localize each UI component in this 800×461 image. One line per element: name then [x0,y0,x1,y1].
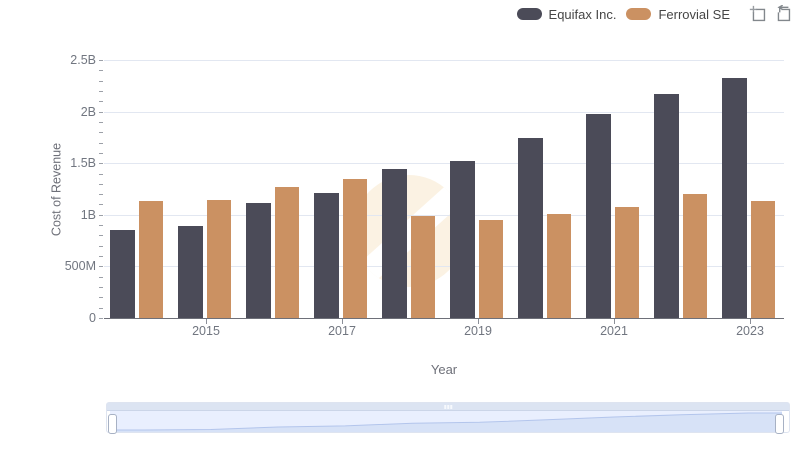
y-axis-tick [99,276,103,278]
range-slider-data-shadow [110,412,782,432]
y-axis-tick [99,152,103,154]
bar-ferrovial-se-2015[interactable] [206,200,231,318]
y-axis-tick [99,194,103,196]
range-slider-track[interactable] [107,403,789,411]
y-axis-tick [99,80,103,82]
bar-ferrovial-se-2022[interactable] [682,194,707,318]
bar-equifax-inc--2016[interactable] [245,203,271,318]
legend-item-equifax-inc-[interactable]: Equifax Inc. [516,6,617,22]
range-slider-left-handle[interactable] [108,414,117,434]
x-axis-tick [614,319,615,324]
x-axis-tick-label: 2015 [192,324,220,338]
y-axis-tick-label: 1B [80,207,96,222]
bar-ferrovial-se-2023[interactable] [750,201,775,318]
legend-marker-icon [516,8,542,20]
gridline [104,266,784,268]
bar-equifax-inc--2015[interactable] [177,226,203,318]
y-axis-tick [99,235,103,237]
y-axis-tick [99,297,103,299]
y-axis-tick-label: 2.5B [70,53,96,67]
gridline [104,111,784,113]
bar-equifax-inc--2023[interactable] [721,77,747,318]
y-axis-tick [99,183,103,185]
y-axis-tick [99,163,103,165]
gridline [104,214,784,216]
y-axis-tick [99,214,103,216]
bar-ferrovial-se-2019[interactable] [478,219,503,318]
bar-equifax-inc--2018[interactable] [381,169,407,318]
x-axis-tick [750,319,751,324]
range-slider-right-handle[interactable] [775,414,784,434]
x-axis-tick [206,319,207,324]
bar-ferrovial-se-2014[interactable] [138,201,163,318]
x-axis-tick-label: 2023 [736,324,764,338]
x-axis-tick-label: 2019 [464,324,492,338]
bar-equifax-inc--2020[interactable] [517,138,543,318]
y-axis-tick [99,256,103,258]
range-slider-selection[interactable] [108,411,784,434]
logo-watermark-slash [353,177,465,287]
y-axis-tick [99,318,103,319]
y-axis-tick [99,287,103,289]
y-axis-tick [99,307,103,309]
legend-marker-icon [626,8,652,20]
bar-equifax-inc--2021[interactable] [585,113,611,318]
y-axis-tick [99,101,103,103]
y-axis-tick [99,266,103,268]
legend-item-label: Equifax Inc. [548,6,617,22]
y-axis-tick [99,70,103,72]
y-axis-tick [99,204,103,206]
y-axis-tick [99,111,103,113]
y-axis-tick [99,142,103,144]
gridline [104,163,784,165]
x-axis-tick [478,319,479,324]
bar-equifax-inc--2014[interactable] [109,230,135,318]
y-axis-tick [99,245,103,247]
bar-ferrovial-se-2020[interactable] [546,213,571,318]
y-axis-tick-label: 0 [89,311,96,325]
range-slider [106,402,790,434]
y-axis-tick-label: 500M [64,259,96,274]
toolbox [749,5,792,23]
y-axis-tick [99,225,103,227]
legend-item-ferrovial-se[interactable]: Ferrovial SE [626,7,730,22]
y-axis-tick [99,60,103,61]
bar-ferrovial-se-2017[interactable] [342,178,367,318]
x-axis-title: Year [430,362,458,377]
bar-ferrovial-se-2018[interactable] [410,215,435,318]
y-axis-tick [99,173,103,175]
gridline [104,60,784,61]
bar-ferrovial-se-2021[interactable] [614,206,639,318]
bar-equifax-inc--2017[interactable] [313,193,339,318]
x-axis-tick-label: 2017 [328,324,356,338]
legend-item-label: Ferrovial SE [658,6,730,22]
y-axis-tick-label: 1.5B [70,156,96,171]
y-axis-tick [99,121,103,123]
legend: Equifax Inc. Ferrovial SE [516,5,792,23]
bar-equifax-inc--2022[interactable] [653,94,679,318]
bar-equifax-inc--2019[interactable] [449,161,475,318]
box-zoom-icon[interactable] [749,5,767,23]
y-axis-tick [99,132,103,134]
logo-watermark [353,175,465,287]
zoom-reset-icon[interactable] [774,5,792,23]
x-axis-tick [342,319,343,324]
x-axis-line [104,318,784,319]
y-axis-tick [99,90,103,92]
range-slider-grip-icon[interactable] [444,405,452,409]
y-axis-tick-label: 2B [80,104,96,119]
x-axis-tick-label: 2021 [600,324,628,338]
bar-ferrovial-se-2016[interactable] [274,186,299,318]
